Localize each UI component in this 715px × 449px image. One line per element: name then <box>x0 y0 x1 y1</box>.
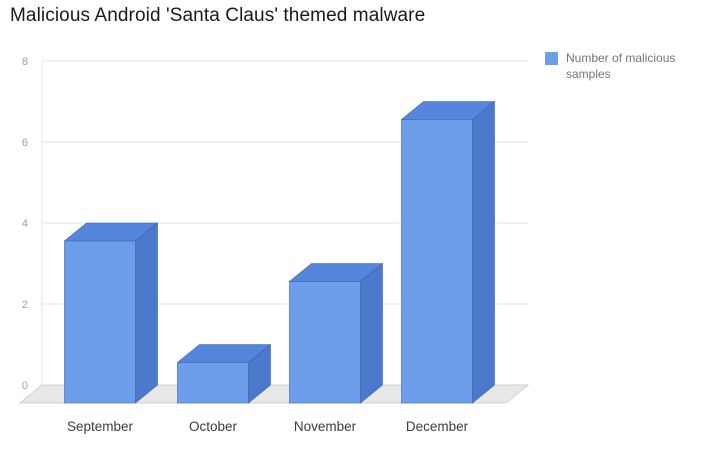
bar-side-face <box>472 100 495 404</box>
bar-front-face <box>177 362 249 404</box>
x-category-label: September <box>67 419 134 434</box>
legend-label: Number of malicious samples <box>566 51 676 82</box>
y-tick-label: 0 <box>22 380 28 392</box>
bar-side-face <box>135 222 158 404</box>
legend: Number of malicious samples <box>545 50 705 82</box>
bar-side-face <box>360 262 383 404</box>
y-tick-label: 2 <box>22 299 28 311</box>
x-category-label: November <box>294 419 357 434</box>
x-category-label: December <box>406 419 469 434</box>
y-tick-label: 4 <box>22 218 28 230</box>
bar-front-face <box>401 119 473 404</box>
bar-october <box>176 343 272 404</box>
bar-september <box>63 222 159 404</box>
bar-front-face <box>64 240 136 404</box>
chart-title: Malicious Android 'Santa Claus' themed m… <box>10 5 426 26</box>
x-category-label: October <box>189 419 238 434</box>
legend-swatch <box>545 52 558 65</box>
bar-december <box>400 100 496 404</box>
bar-november <box>288 262 384 404</box>
bar-front-face <box>289 281 361 404</box>
y-tick-label: 8 <box>22 56 28 68</box>
y-tick-label: 6 <box>22 137 28 149</box>
